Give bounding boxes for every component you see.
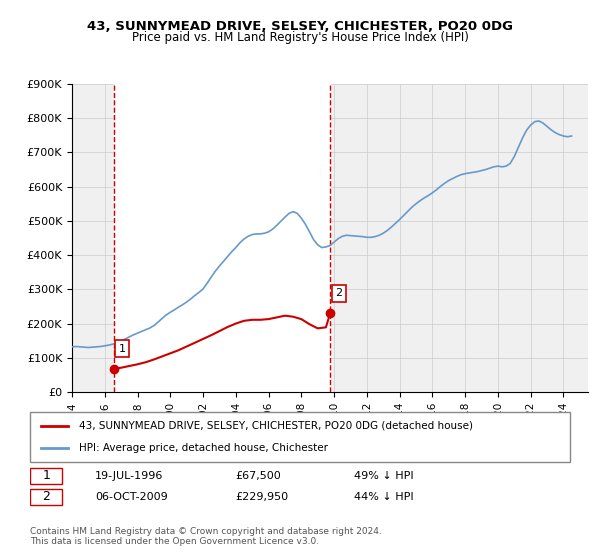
Text: 43, SUNNYMEAD DRIVE, SELSEY, CHICHESTER, PO20 0DG: 43, SUNNYMEAD DRIVE, SELSEY, CHICHESTER,…: [87, 20, 513, 32]
Bar: [113, 84, 330, 392]
Text: £229,950: £229,950: [235, 492, 289, 502]
Text: 2: 2: [42, 490, 50, 503]
Text: 1: 1: [119, 344, 125, 354]
Text: Contains HM Land Registry data © Crown copyright and database right 2024.
This d: Contains HM Land Registry data © Crown c…: [30, 526, 382, 546]
Text: 2: 2: [335, 288, 342, 298]
Bar: [330, 84, 588, 392]
Bar: [72, 84, 113, 392]
Text: HPI: Average price, detached house, Chichester: HPI: Average price, detached house, Chic…: [79, 443, 328, 453]
Text: 1: 1: [42, 469, 50, 482]
Text: 19-JUL-1996: 19-JUL-1996: [95, 471, 163, 480]
FancyBboxPatch shape: [30, 489, 62, 505]
Text: 44% ↓ HPI: 44% ↓ HPI: [354, 492, 413, 502]
Text: Price paid vs. HM Land Registry's House Price Index (HPI): Price paid vs. HM Land Registry's House …: [131, 31, 469, 44]
Text: 43, SUNNYMEAD DRIVE, SELSEY, CHICHESTER, PO20 0DG (detached house): 43, SUNNYMEAD DRIVE, SELSEY, CHICHESTER,…: [79, 421, 473, 431]
Text: £67,500: £67,500: [235, 471, 281, 480]
FancyBboxPatch shape: [30, 412, 570, 462]
FancyBboxPatch shape: [30, 468, 62, 484]
Text: 06-OCT-2009: 06-OCT-2009: [95, 492, 167, 502]
Text: 49% ↓ HPI: 49% ↓ HPI: [354, 471, 413, 480]
